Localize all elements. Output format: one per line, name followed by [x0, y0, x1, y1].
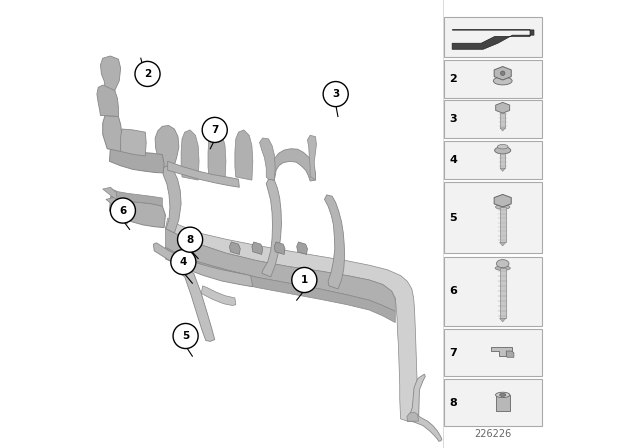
Ellipse shape — [495, 147, 511, 154]
Text: 5: 5 — [182, 331, 189, 341]
Polygon shape — [165, 247, 396, 323]
FancyBboxPatch shape — [444, 141, 541, 179]
FancyBboxPatch shape — [444, 379, 541, 426]
Polygon shape — [165, 218, 419, 422]
FancyBboxPatch shape — [444, 329, 541, 376]
Polygon shape — [202, 286, 236, 306]
Polygon shape — [109, 149, 164, 173]
Ellipse shape — [500, 393, 506, 396]
Text: 1: 1 — [301, 275, 308, 285]
Polygon shape — [262, 179, 282, 277]
Text: 8: 8 — [449, 398, 457, 408]
Text: 6: 6 — [449, 286, 458, 297]
Circle shape — [292, 267, 317, 293]
Polygon shape — [235, 130, 253, 180]
Polygon shape — [492, 348, 511, 357]
Polygon shape — [260, 138, 275, 180]
Text: 6: 6 — [119, 206, 127, 215]
FancyBboxPatch shape — [444, 182, 541, 253]
Polygon shape — [494, 66, 511, 80]
Text: 3: 3 — [449, 114, 457, 124]
Text: 8: 8 — [186, 235, 194, 245]
Ellipse shape — [497, 260, 509, 268]
Polygon shape — [407, 412, 419, 421]
Polygon shape — [494, 194, 511, 207]
Polygon shape — [495, 395, 510, 411]
Polygon shape — [155, 125, 179, 169]
Text: 7: 7 — [449, 348, 457, 358]
Polygon shape — [500, 318, 506, 322]
FancyBboxPatch shape — [444, 60, 541, 98]
Polygon shape — [500, 113, 506, 128]
Circle shape — [177, 227, 203, 252]
Polygon shape — [506, 351, 514, 358]
Polygon shape — [500, 168, 506, 172]
Ellipse shape — [495, 392, 510, 398]
Circle shape — [202, 117, 227, 142]
Polygon shape — [452, 30, 534, 49]
Ellipse shape — [495, 205, 510, 209]
Polygon shape — [103, 187, 117, 200]
FancyBboxPatch shape — [444, 100, 541, 138]
Ellipse shape — [500, 71, 505, 76]
Circle shape — [135, 61, 160, 86]
Polygon shape — [165, 228, 396, 311]
Polygon shape — [109, 196, 165, 228]
Ellipse shape — [497, 145, 508, 149]
Polygon shape — [252, 242, 262, 254]
Polygon shape — [168, 161, 239, 187]
Polygon shape — [414, 414, 442, 441]
Polygon shape — [106, 197, 122, 211]
Ellipse shape — [493, 77, 512, 85]
Polygon shape — [111, 189, 163, 206]
Circle shape — [171, 250, 196, 275]
Polygon shape — [500, 207, 506, 242]
Polygon shape — [208, 130, 226, 180]
Polygon shape — [230, 242, 240, 254]
Polygon shape — [297, 242, 307, 254]
Text: 4: 4 — [449, 155, 458, 165]
Polygon shape — [324, 195, 345, 289]
Polygon shape — [179, 269, 215, 341]
Polygon shape — [163, 166, 181, 233]
Polygon shape — [496, 103, 509, 113]
Polygon shape — [500, 151, 506, 168]
Polygon shape — [275, 242, 285, 254]
Text: 5: 5 — [449, 213, 457, 223]
Text: 3: 3 — [332, 89, 339, 99]
Ellipse shape — [495, 266, 510, 271]
Polygon shape — [97, 85, 118, 116]
Polygon shape — [121, 129, 146, 156]
Polygon shape — [109, 208, 127, 224]
FancyBboxPatch shape — [444, 257, 541, 326]
Polygon shape — [407, 374, 425, 421]
Text: 2: 2 — [449, 73, 457, 84]
Circle shape — [173, 323, 198, 349]
Circle shape — [110, 198, 136, 223]
Circle shape — [323, 82, 348, 107]
Polygon shape — [154, 243, 253, 287]
Text: 4: 4 — [180, 257, 187, 267]
Polygon shape — [269, 149, 316, 181]
Polygon shape — [100, 56, 121, 90]
Polygon shape — [307, 135, 316, 180]
Polygon shape — [500, 128, 506, 131]
FancyBboxPatch shape — [444, 17, 541, 57]
Text: 7: 7 — [211, 125, 218, 135]
Polygon shape — [103, 116, 122, 151]
Text: 2: 2 — [144, 69, 151, 79]
Polygon shape — [500, 268, 506, 318]
Polygon shape — [500, 242, 506, 246]
Polygon shape — [181, 130, 199, 180]
Text: 226226: 226226 — [474, 429, 511, 439]
